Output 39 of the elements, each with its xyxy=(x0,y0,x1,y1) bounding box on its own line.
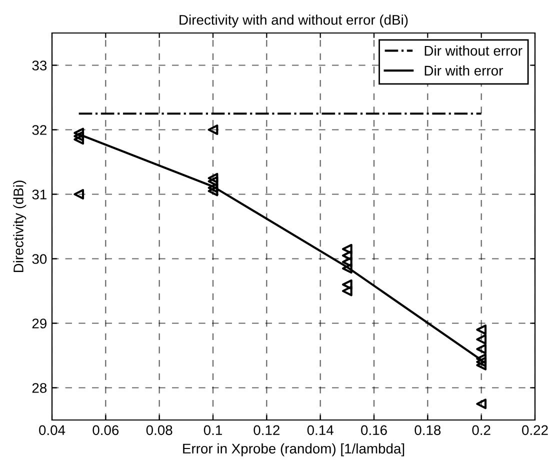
x-tick-label: 0.08 xyxy=(146,425,172,436)
y-axis-title: Directivity (dBi) xyxy=(13,180,26,272)
point xyxy=(74,189,84,200)
point xyxy=(476,324,487,335)
y-tick-label: 32 xyxy=(32,125,46,135)
point xyxy=(208,124,218,135)
point xyxy=(342,244,352,254)
point xyxy=(342,250,352,261)
point xyxy=(476,360,487,370)
x-tick-label: 0.06 xyxy=(92,425,119,436)
x-tick-label: 0.2 xyxy=(472,425,490,436)
y-tick-label: 29 xyxy=(32,318,46,328)
point xyxy=(476,398,487,410)
x-tick-label: 0.22 xyxy=(522,425,548,436)
point xyxy=(342,286,352,296)
x-tick-label: 0.18 xyxy=(414,425,441,436)
point xyxy=(208,186,218,196)
legend-label: Dir without error xyxy=(424,46,522,56)
x-tick-label: 0.1 xyxy=(204,425,222,436)
legend-label: Dir with error xyxy=(424,65,503,76)
x-tick-label: 0.12 xyxy=(254,425,280,436)
x-tick-label: 0.04 xyxy=(39,425,66,436)
point xyxy=(74,128,84,138)
point xyxy=(342,279,352,290)
y-tick-label: 31 xyxy=(32,190,46,200)
point xyxy=(476,334,487,345)
y-tick-label: 33 xyxy=(32,60,47,70)
point xyxy=(342,263,352,274)
point xyxy=(208,176,218,187)
x-tick-label: 0.16 xyxy=(361,425,387,436)
chart-title: Directivity with and without error (dBi) xyxy=(180,14,408,28)
y-tick-label: 30 xyxy=(32,254,47,264)
y-tick-label: 28 xyxy=(32,383,47,393)
x-axis-title: Error in Xprobe (random) [1/lambda] xyxy=(183,443,404,456)
point xyxy=(476,344,487,354)
point xyxy=(208,172,218,184)
x-tick-label: 0.14 xyxy=(307,425,334,436)
point xyxy=(342,256,352,268)
point xyxy=(476,354,487,364)
